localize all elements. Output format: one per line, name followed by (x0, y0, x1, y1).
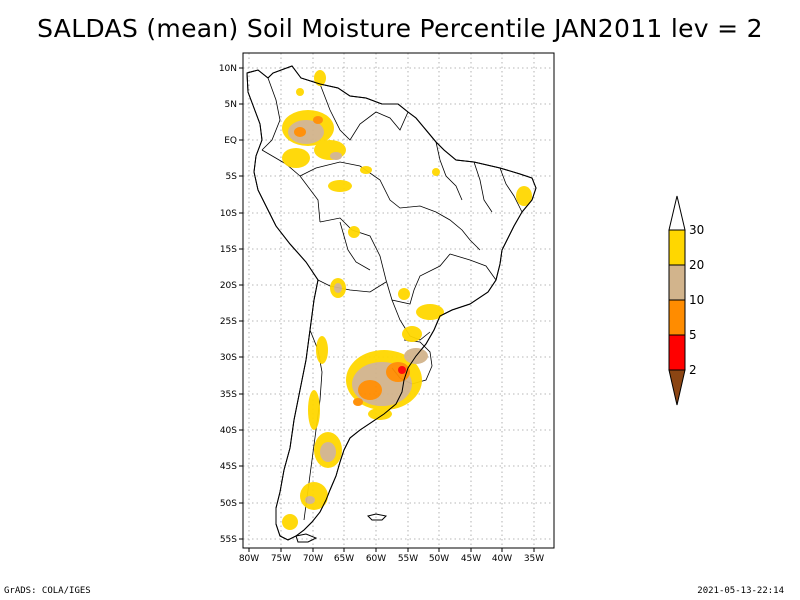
lat-label: 50S (220, 499, 237, 509)
lon-label: 55W (398, 554, 418, 564)
lon-label: 50W (429, 554, 449, 564)
legend-label: 20 (689, 258, 704, 272)
legend-swatch-above-30 (668, 195, 686, 231)
longitude-labels: 80W 75W 70W 65W 60W 55W 50W 45W 40W 35W (239, 548, 544, 564)
lon-label: 70W (303, 554, 323, 564)
lon-label: 45W (461, 554, 481, 564)
lat-label: 5S (226, 172, 238, 182)
legend-label: 2 (689, 363, 697, 377)
lon-label: 65W (334, 554, 354, 564)
legend-swatch-10-20 (668, 264, 686, 301)
lat-label: 25S (220, 317, 237, 327)
lat-label: 35S (220, 390, 237, 400)
legend-label: 10 (689, 293, 704, 307)
lat-label: 55S (220, 535, 237, 545)
lon-label: 35W (524, 554, 544, 564)
lon-label: 60W (366, 554, 386, 564)
tierra-del-fuego (295, 533, 318, 543)
lat-label: 10N (219, 64, 237, 74)
map-title: SALDAS (mean) Soil Moisture Percentile J… (37, 14, 763, 43)
lat-label: 20S (220, 281, 237, 291)
lon-label: 80W (239, 554, 259, 564)
lat-label: 30S (220, 353, 237, 363)
lat-label: 10S (220, 209, 237, 219)
graticule (243, 53, 554, 548)
footer-timestamp: 2021-05-13-22:14 (697, 586, 784, 596)
lon-label: 75W (271, 554, 291, 564)
lat-label: 5N (225, 100, 237, 110)
legend-swatch-below-2 (668, 369, 686, 406)
latitude-labels: 10N 5N EQ 5S 10S 15S 20S 25S 30S 35S 40S… (219, 64, 243, 545)
footer-credit: GrADS: COLA/IGES (4, 586, 91, 596)
lat-label: EQ (224, 136, 237, 146)
lon-label: 40W (492, 554, 512, 564)
legend-label: 30 (689, 223, 704, 237)
legend-swatch-5-10 (668, 299, 686, 336)
legend-swatch-20-30 (668, 229, 686, 266)
coastline-overlay (246, 65, 537, 541)
lat-label: 15S (220, 245, 237, 255)
legend-label: 5 (689, 328, 697, 342)
percentile-shading (282, 70, 532, 530)
lat-label: 45S (220, 462, 237, 472)
falkland-islands (367, 513, 388, 521)
color-legend (668, 195, 686, 406)
lat-label: 40S (220, 426, 237, 436)
legend-swatch-2-5 (668, 334, 686, 371)
legend-labels: 30 20 10 5 2 (689, 223, 704, 377)
